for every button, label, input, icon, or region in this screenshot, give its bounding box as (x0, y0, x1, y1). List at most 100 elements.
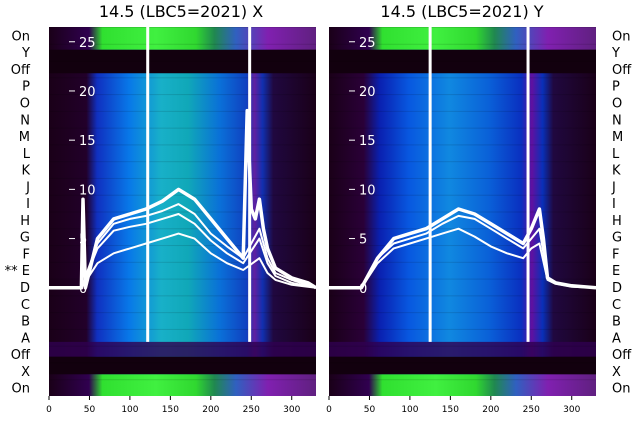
x-tick-label: 100 (401, 405, 418, 415)
row-stripe (49, 177, 316, 179)
y-tick-label: 15 (79, 134, 96, 149)
row-stripe (49, 245, 316, 247)
row-stripe (329, 110, 596, 112)
off-band-bottom (49, 356, 316, 375)
row-label: H (20, 214, 30, 229)
row-stripe (329, 27, 596, 28)
row-label: Off (612, 348, 632, 363)
row-label: E (612, 264, 620, 279)
row-stripe (329, 144, 596, 146)
row-stripe (329, 43, 596, 45)
row-stripe (49, 312, 316, 314)
row-stripe (329, 177, 596, 179)
row-stripe (329, 261, 596, 263)
row-stripe (49, 77, 316, 79)
y-tick-label: 20 (79, 85, 96, 100)
row-stripe (49, 261, 316, 263)
x-tick-label: 150 (162, 405, 179, 415)
row-stripe (49, 328, 316, 330)
series-line-2 (49, 213, 317, 289)
row-label: C (612, 298, 621, 313)
row-stripe (49, 379, 316, 381)
row-label: D (20, 281, 30, 296)
row-stripe (329, 228, 596, 230)
row-stripe (329, 345, 596, 347)
row-label: M (612, 130, 623, 145)
y-tick-label: 10 (359, 183, 376, 198)
row-label: G (612, 231, 622, 246)
x-tick-label: 300 (563, 405, 580, 415)
row-label: M (19, 130, 30, 145)
row-label: Off (612, 63, 632, 78)
row-label: P (612, 80, 620, 95)
row-stripe (49, 278, 316, 280)
row-label: On (612, 382, 630, 397)
row-label: B (21, 315, 30, 330)
row-label: D (612, 281, 622, 296)
row-stripe (49, 60, 316, 62)
row-label: J (25, 180, 30, 195)
a-row-band (49, 341, 316, 357)
y-tick-label: 5 (359, 233, 367, 248)
row-label: ** E (5, 264, 30, 279)
row-label: On (12, 382, 30, 397)
series-line-1 (49, 203, 317, 289)
row-label: A (612, 331, 621, 346)
row-label: On (12, 29, 30, 44)
y-tick-label: 0 (359, 282, 367, 297)
row-stripe (49, 345, 316, 347)
row-label: O (20, 96, 30, 111)
heatmap-body (49, 27, 316, 396)
y-tick-label: 5 (79, 233, 87, 248)
row-stripe (329, 60, 596, 62)
series-line-3 (49, 232, 317, 289)
row-stripe (329, 312, 596, 314)
row-stripe (329, 127, 596, 129)
row-stripe (49, 228, 316, 230)
y-tick-label: 25 (359, 36, 376, 51)
heatmap-panel-0: 14.5 (LBC5=2021) X 0 50 100 150 200 250 300 0 5 10… (5, 2, 317, 415)
row-stripe (49, 194, 316, 196)
row-label: K (21, 164, 30, 179)
row-stripe (49, 110, 316, 112)
row-label: X (21, 365, 30, 380)
row-stripe (49, 43, 316, 45)
row-stripe (329, 94, 596, 96)
row-label: Off (11, 63, 31, 78)
row-label: H (612, 214, 622, 229)
row-label: N (612, 113, 622, 128)
row-label: A (21, 331, 30, 346)
row-label: I (26, 197, 30, 212)
row-stripe (49, 27, 316, 28)
row-label: K (612, 164, 621, 179)
x-tick-label: 150 (442, 405, 459, 415)
chart-title: 14.5 (LBC5=2021) X (99, 2, 263, 21)
x-tick-label: 50 (364, 405, 376, 415)
row-stripe (329, 362, 596, 364)
row-stripe (49, 295, 316, 297)
row-stripe (329, 245, 596, 247)
row-label: C (21, 298, 30, 313)
row-stripe (329, 194, 596, 196)
y-tick-label: 15 (359, 134, 376, 149)
row-label: G (20, 231, 30, 246)
row-stripe (329, 161, 596, 163)
row-label: I (612, 197, 616, 212)
x-tick-label: 0 (326, 405, 332, 415)
x-tick-label: 250 (243, 405, 260, 415)
x-tick-label: 300 (283, 405, 300, 415)
a-row-band (329, 341, 596, 357)
row-label: On (612, 29, 630, 44)
row-label: Y (611, 46, 620, 61)
chart-title: 14.5 (LBC5=2021) Y (380, 2, 543, 21)
y-tick-label: 25 (79, 36, 96, 51)
row-stripe (49, 211, 316, 213)
y-tick-label: 10 (79, 183, 96, 198)
row-label: L (23, 147, 31, 162)
row-stripe (49, 144, 316, 146)
row-label: Off (11, 348, 31, 363)
series-line-1 (329, 214, 597, 289)
x-tick-label: 50 (84, 405, 96, 415)
on-band-bottom (49, 374, 316, 396)
